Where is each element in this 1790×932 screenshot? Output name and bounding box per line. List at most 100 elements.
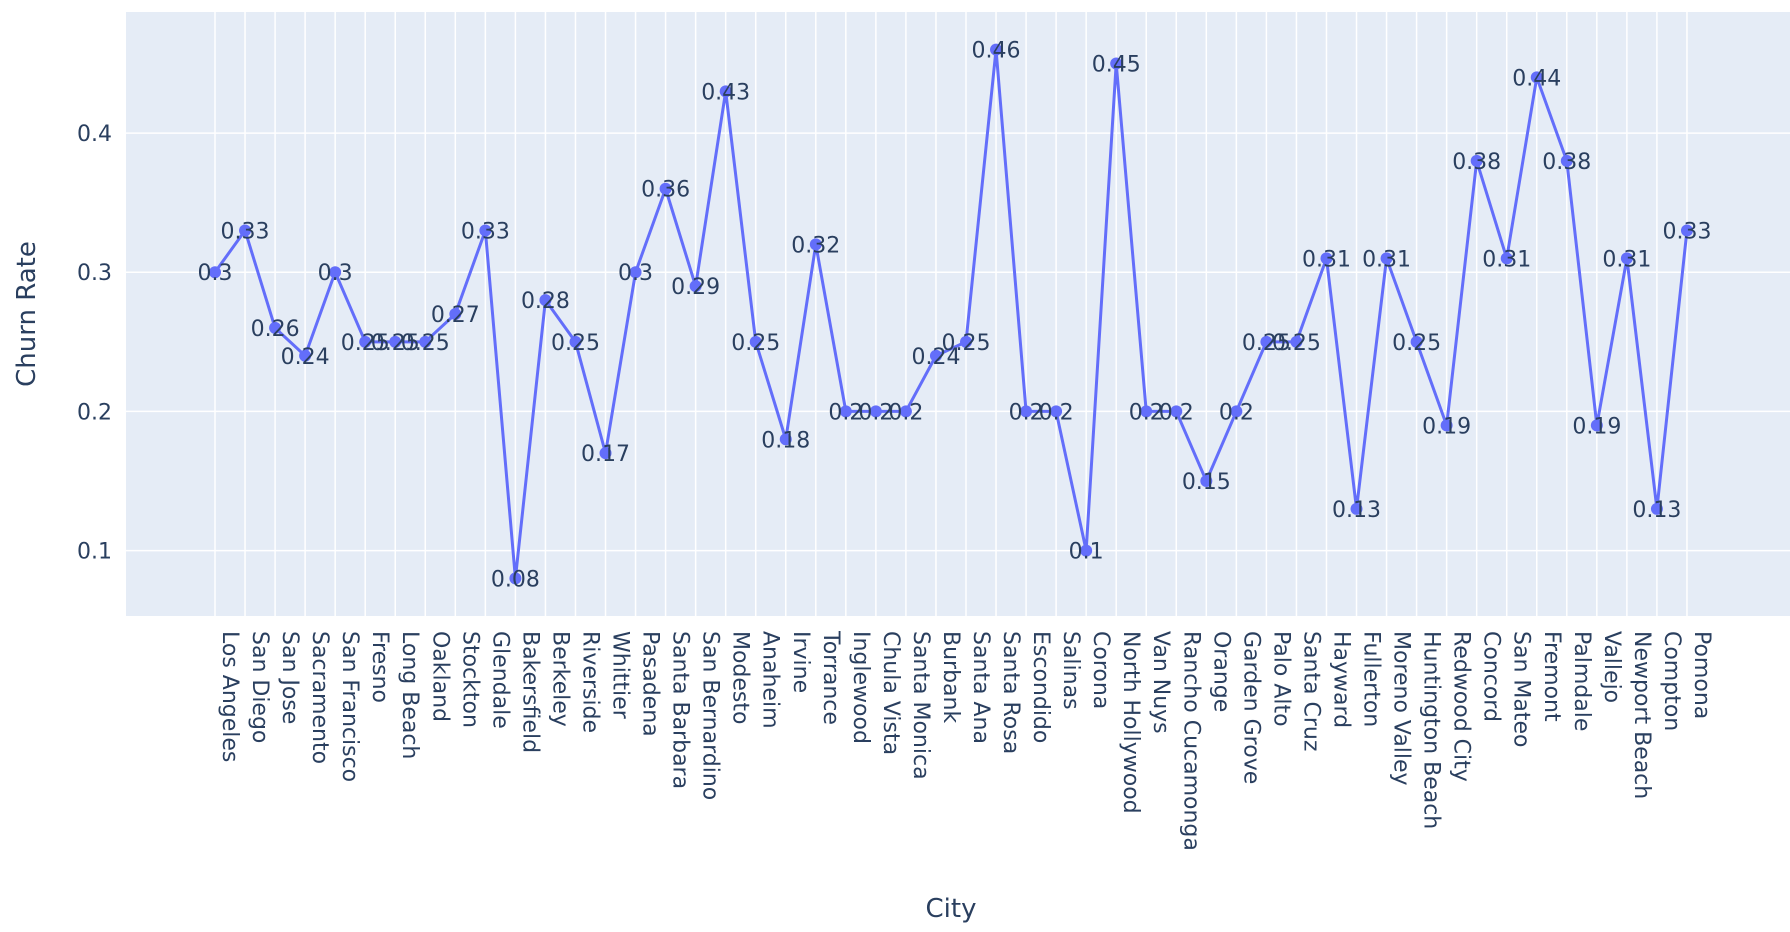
x-tick-label: Stockton [457,631,482,728]
data-point [659,182,672,195]
data-labels: 0.30.330.260.240.30.250.250.250.270.330.… [198,39,1712,593]
data-label: 0.2 [888,400,923,425]
x-tick-label: Van Nuys [1148,631,1173,734]
data-label: 0.3 [618,261,653,286]
data-label: 0.31 [1482,247,1531,272]
data-label: 0.32 [791,233,840,258]
data-label: 0.38 [1542,150,1591,175]
x-tick-label: Glendale [487,631,512,729]
x-tick-label: Santa Monica [908,631,933,780]
x-tick-label: Anaheim [758,631,783,729]
y-tick-label: 0.1 [77,540,112,565]
data-label: 0.43 [701,80,750,105]
data-point [1530,71,1543,84]
x-tick-label: Rancho Cucamonga [1178,631,1203,851]
x-tick-label: Huntington Beach [1419,631,1444,829]
x-tick-label: Riverside [577,631,602,733]
data-label: 0.27 [431,303,480,328]
data-label: 0.25 [401,331,450,356]
data-point [1650,502,1663,515]
y-axis-title: Churn Rate [12,241,42,387]
data-point [329,266,342,279]
data-point [479,224,492,237]
data-point [1320,252,1333,265]
data-point [1680,224,1693,237]
data-point [990,43,1003,56]
data-label: 0.25 [341,331,390,356]
data-label: 0.31 [1362,247,1411,272]
x-tick-label: San Mateo [1509,631,1534,747]
data-label: 0.33 [461,219,510,244]
data-label: 0.38 [1452,150,1501,175]
data-point [1050,405,1063,418]
x-tick-label: Newport Beach [1629,631,1654,799]
data-point [509,572,522,585]
data-label: 0.25 [1272,331,1321,356]
data-point [449,308,462,320]
data-label: 0.2 [1219,400,1254,425]
x-tick-label: Garden Grove [1238,631,1263,784]
data-point [1080,544,1093,557]
data-point [719,85,732,98]
data-point [1020,405,1033,418]
data-point [1170,405,1183,418]
x-tick-label: Chula Vista [878,631,903,755]
data-point [1350,502,1363,515]
data-label: 0.24 [281,345,330,370]
x-axis-ticks: Los Angeles San Diego San Jose Sacramento Sa… [217,630,1714,851]
data-label: 0.31 [1602,247,1651,272]
x-tick-label: Irvine [788,631,813,693]
x-tick-label: Pomona [1689,631,1714,719]
x-tick-label: Fremont [1539,631,1564,722]
y-tick-label: 0.3 [77,261,112,286]
data-point [749,335,762,348]
x-tick-label: Corona [1088,631,1113,709]
data-label: 0.31 [1302,247,1351,272]
data-label: 0.15 [1182,470,1231,495]
x-tick-label: Hayward [1328,631,1353,728]
x-tick-label: San Francisco [337,631,362,782]
data-point [1290,335,1303,348]
data-point [960,335,972,348]
x-tick-label: Los Angeles [217,631,242,762]
data-label: 0.2 [1159,400,1194,425]
data-label: 0.25 [1242,331,1291,356]
x-tick-label: Pasadena [638,631,663,737]
data-point [359,335,372,348]
data-label: 0.1 [1069,540,1104,565]
vertical-gridlines [214,12,1688,616]
x-tick-label: Modesto [728,631,753,725]
data-label: 0.25 [942,331,991,356]
x-tick-label: Redwood City [1449,631,1474,782]
data-point [1410,335,1423,348]
data-label: 0.33 [221,219,270,244]
data-point [239,224,252,237]
data-point [389,335,402,348]
x-tick-label: Compton [1659,631,1684,731]
data-point [419,335,432,348]
data-point [839,405,852,418]
data-point [1500,252,1513,265]
data-label: 0.2 [858,400,893,425]
data-label: 0.13 [1332,498,1381,523]
x-tick-label: Orange [1208,631,1233,712]
x-tick-label: Fullerton [1359,631,1384,727]
x-tick-label: San Bernardino [698,631,723,800]
x-tick-label: North Hollywood [1118,631,1143,814]
x-tick-label: Berkeley [547,631,572,727]
data-label: 0.24 [911,345,960,370]
data-point [809,238,822,251]
data-point [1140,405,1153,418]
data-label: 0.08 [491,567,540,592]
data-label: 0.2 [1009,400,1044,425]
data-label: 0.45 [1092,52,1141,77]
data-label: 0.46 [972,39,1021,64]
x-tick-label: Whittier [608,631,633,720]
horizontal-gridlines [126,132,1790,552]
x-tick-label: Fresno [367,631,392,703]
data-point [299,349,312,362]
x-axis-title: City [926,894,977,924]
y-axis-ticks: 0.1 0.2 0.3 0.4 [77,122,112,565]
data-point [1200,475,1213,488]
